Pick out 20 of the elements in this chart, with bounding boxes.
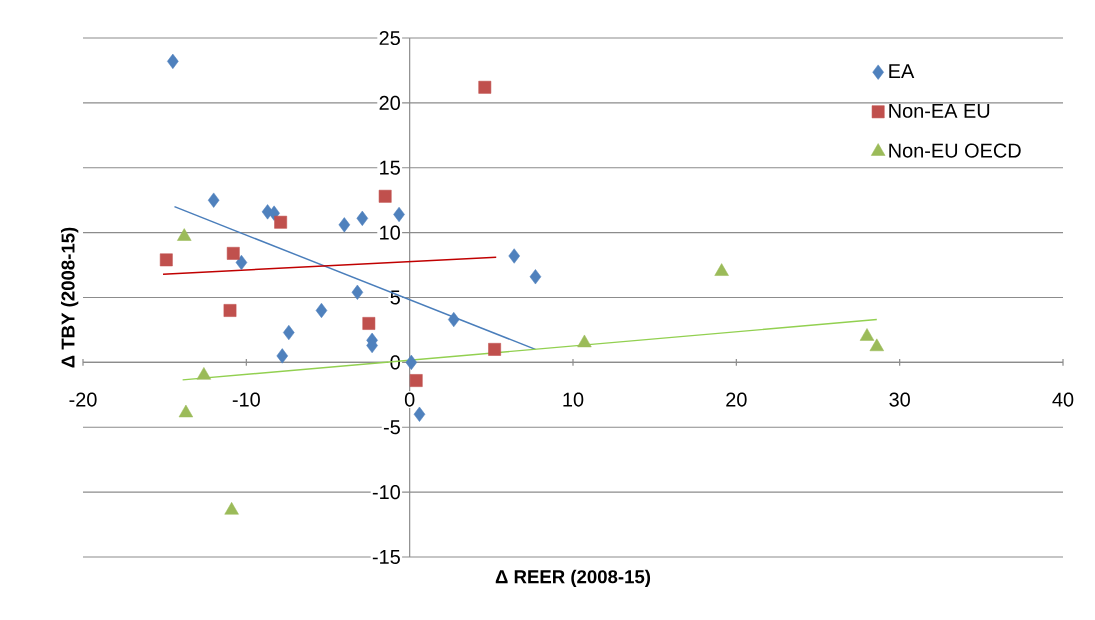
x-tick-label: 10 <box>563 392 584 407</box>
x-tick-label: 30 <box>889 392 910 407</box>
x-tick-label: 20 <box>726 392 747 407</box>
y-tick-label: 15 <box>380 160 400 175</box>
y-tick-label: 25 <box>379 30 400 46</box>
legend-label: Non-EA EU <box>889 103 990 118</box>
y-tick-label: -10 <box>372 485 400 500</box>
x-tick-label: -10 <box>232 392 260 407</box>
legend-label: EA <box>889 64 915 79</box>
x-tick-label: 0 <box>404 392 415 407</box>
y-tick-label: -5 <box>383 420 400 435</box>
y-tick-label: -15 <box>372 550 400 564</box>
legend-label: Non-EU OECD <box>889 143 1021 158</box>
x-axis-title: Δ REER (2008-15) <box>495 569 651 587</box>
y-tick-label: 20 <box>379 95 400 110</box>
x-tick-label: -20 <box>69 392 97 407</box>
y-tick-label: 5 <box>390 290 400 305</box>
y-tick-label: 10 <box>380 225 400 240</box>
x-tick-label: 40 <box>1052 392 1074 407</box>
y-axis-title: Δ TBY (2008-15) <box>60 227 79 368</box>
